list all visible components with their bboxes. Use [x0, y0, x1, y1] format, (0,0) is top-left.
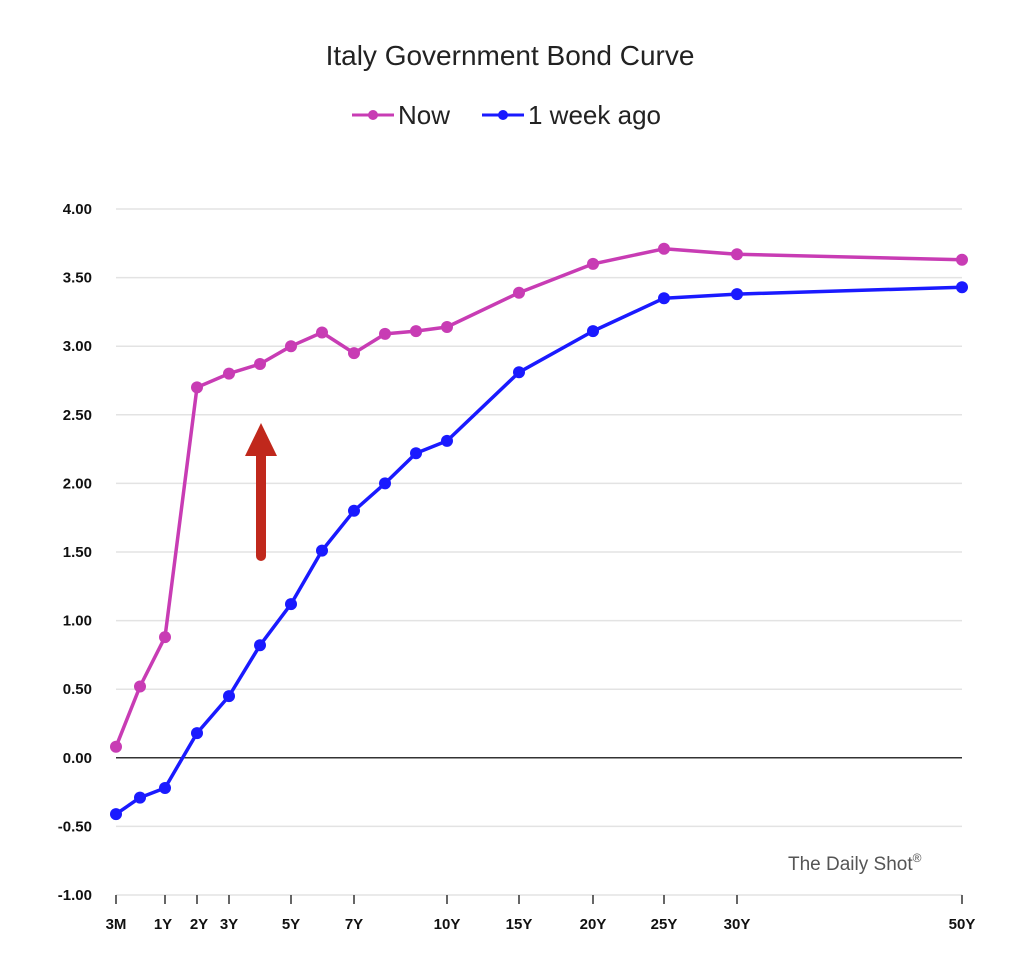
- x-tick-label: 10Y: [434, 916, 461, 933]
- data-point-1-week-ago: [348, 504, 360, 517]
- data-point-now: [587, 257, 599, 270]
- data-point-1-week-ago: [731, 288, 743, 301]
- data-point-1-week-ago: [513, 366, 525, 379]
- legend-label-1-week-ago: 1 week ago: [528, 100, 661, 130]
- legend-marker-1-week-ago: [498, 110, 508, 120]
- y-tick-label: -0.50: [58, 818, 92, 835]
- y-tick-label: 1.00: [63, 613, 92, 630]
- data-point-now: [379, 327, 391, 340]
- y-tick-label: 3.00: [63, 338, 92, 355]
- x-tick-label: 3Y: [220, 916, 238, 933]
- series-lines: [110, 242, 968, 821]
- x-tick-label: 1Y: [154, 916, 172, 933]
- data-point-1-week-ago: [956, 281, 968, 294]
- y-tick-label: 0.00: [63, 750, 92, 767]
- data-point-now: [658, 242, 670, 255]
- x-tick-label: 50Y: [949, 916, 976, 933]
- data-point-now: [441, 321, 453, 333]
- y-tick-label: 2.00: [63, 475, 92, 492]
- data-point-1-week-ago: [587, 325, 599, 338]
- y-tick-label: 4.00: [63, 201, 92, 218]
- x-axis: 3M 1Y 2Y 3Y 5Y 7Y 10Y 15Y 20Y 25Y 30Y 50Y: [106, 895, 976, 933]
- data-point-now: [254, 358, 266, 370]
- data-point-now: [956, 253, 968, 266]
- data-point-1-week-ago: [110, 808, 122, 821]
- data-point-now: [285, 340, 297, 353]
- legend: Now 1 week ago: [352, 100, 661, 130]
- x-tick-label: 25Y: [651, 916, 678, 933]
- y-tick-label: 2.50: [63, 407, 92, 424]
- data-point-1-week-ago: [254, 639, 266, 652]
- data-point-now: [316, 326, 328, 339]
- legend-item-1-week-ago: 1 week ago: [482, 100, 661, 130]
- data-point-now: [513, 286, 525, 299]
- data-point-now: [348, 347, 360, 360]
- data-point-now: [134, 680, 146, 693]
- watermark: The Daily Shot®: [788, 851, 922, 875]
- y-axis: 4.00 3.50 3.00 2.50 2.00 1.50 1.00 0.50 0.00 -0.5…: [58, 201, 92, 904]
- y-tick-label: 3.50: [63, 270, 92, 287]
- data-point-now: [159, 631, 171, 644]
- x-tick-label: 7Y: [345, 916, 363, 933]
- data-point-1-week-ago: [658, 292, 670, 305]
- data-point-1-week-ago: [379, 477, 391, 490]
- series-now: [110, 242, 968, 753]
- data-point-now: [731, 248, 743, 261]
- chart-title: Italy Government Bond Curve: [326, 40, 695, 71]
- legend-item-now: Now: [352, 100, 450, 130]
- y-tick-label: -1.00: [58, 887, 92, 904]
- data-point-1-week-ago: [285, 598, 297, 611]
- data-point-1-week-ago: [191, 727, 203, 740]
- legend-marker-now: [368, 110, 378, 120]
- data-point-now: [223, 367, 235, 380]
- data-point-1-week-ago: [316, 544, 328, 557]
- arrow-up-icon: [245, 423, 277, 456]
- series-1-week-ago: [110, 281, 968, 821]
- data-point-1-week-ago: [441, 434, 453, 447]
- up-arrow-annotation: [245, 423, 277, 561]
- x-tick-label: 2Y: [190, 916, 208, 933]
- y-tick-label: 1.50: [63, 544, 92, 561]
- x-tick-label: 3M: [106, 916, 127, 933]
- data-point-now: [110, 740, 122, 753]
- y-tick-label: 0.50: [63, 681, 92, 698]
- data-point-now: [191, 381, 203, 394]
- data-point-now: [410, 325, 422, 338]
- x-tick-label: 30Y: [724, 916, 751, 933]
- data-point-1-week-ago: [134, 791, 146, 804]
- data-point-1-week-ago: [159, 782, 171, 794]
- x-tick-label: 5Y: [282, 916, 300, 933]
- x-tick-label: 20Y: [580, 916, 607, 933]
- x-tick-label: 15Y: [506, 916, 533, 933]
- legend-label-now: Now: [398, 100, 450, 130]
- data-point-1-week-ago: [410, 447, 422, 460]
- data-point-1-week-ago: [223, 690, 235, 703]
